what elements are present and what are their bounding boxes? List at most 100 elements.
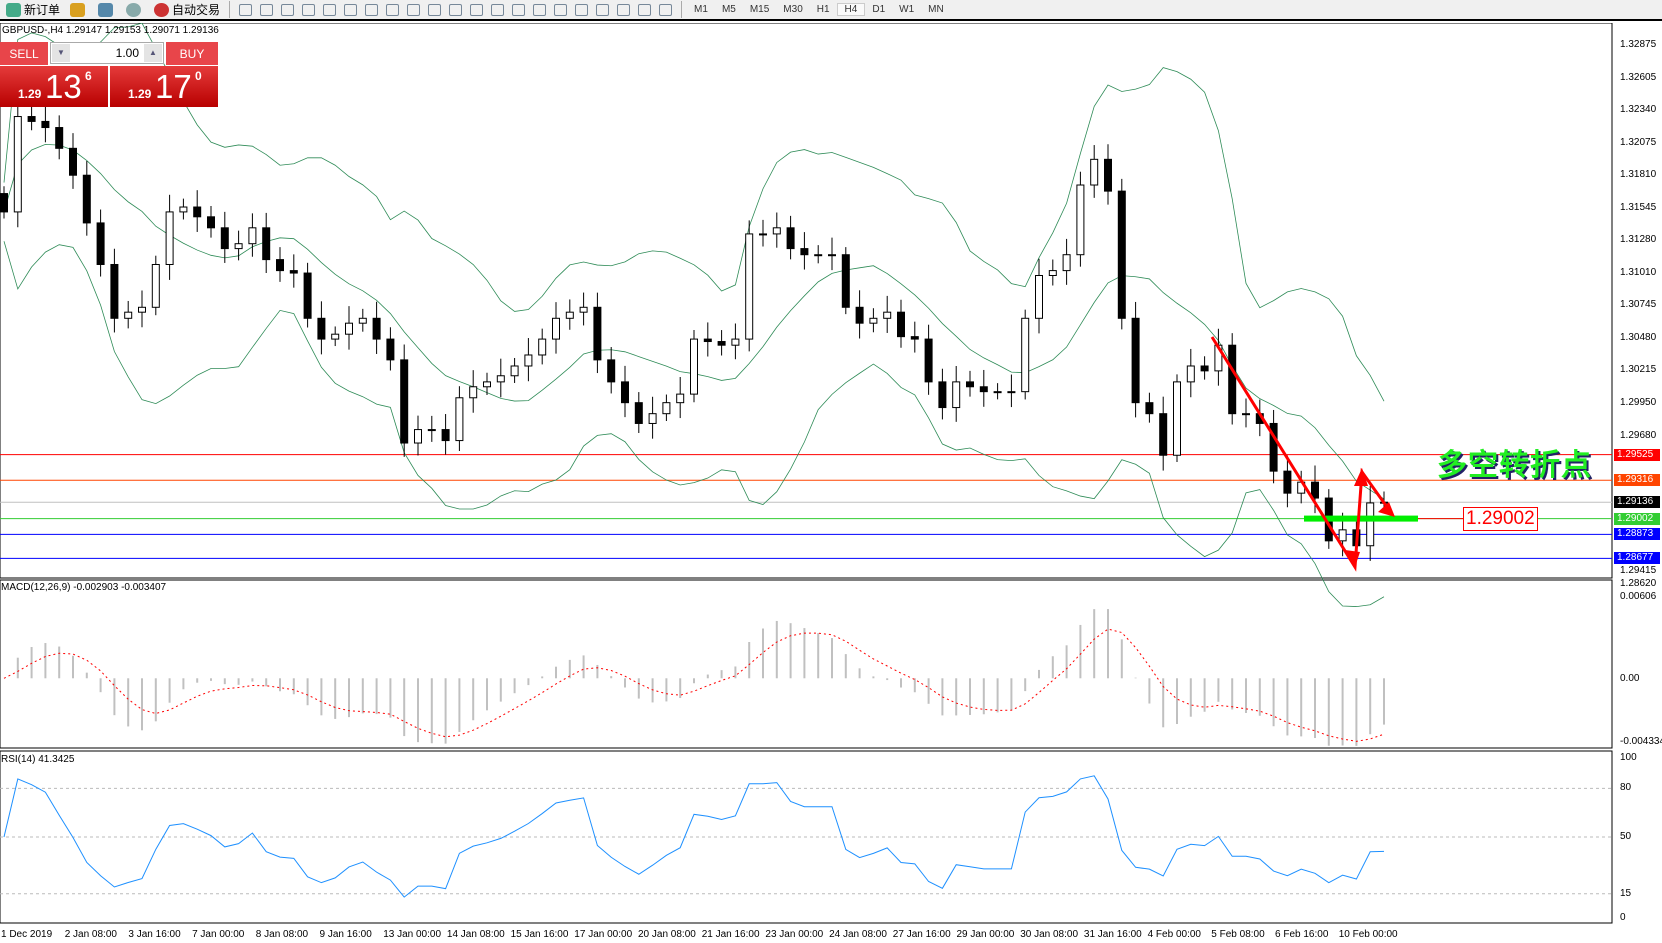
bull-candle-body [179, 206, 188, 213]
price-axis-label: 1.28620 [1620, 578, 1657, 590]
bar-chart-icon[interactable] [235, 0, 256, 19]
candle [1007, 374, 1016, 408]
arrows-icon[interactable] [655, 0, 676, 19]
candle [524, 338, 533, 382]
lot-decrease-icon[interactable]: ▼ [52, 44, 70, 62]
zoom-out-icon[interactable] [319, 0, 340, 19]
equidistant-channel-icon[interactable] [571, 0, 592, 19]
bollinger-lower [3, 241, 1385, 607]
buy-price[interactable]: 1.29 17 0 [110, 66, 218, 107]
candle [855, 290, 864, 339]
new-order-button[interactable]: 新订单 [2, 0, 64, 19]
bull-candle-body [579, 306, 588, 313]
periods-icon[interactable] [424, 0, 445, 19]
bull-candle-body [731, 338, 740, 346]
candle [786, 215, 795, 260]
timeframe-mn[interactable]: MN [928, 4, 944, 15]
chart-canvas[interactable] [0, 23, 1662, 943]
time-axis-label: 30 Jan 08:00 [1020, 929, 1079, 940]
auto-trading-button[interactable]: 自动交易 [150, 0, 224, 19]
time-axis-label: 15 Jan 16:00 [510, 929, 569, 940]
time-axis-label: 4 Feb 00:00 [1147, 929, 1201, 940]
candle [1131, 301, 1140, 418]
bull-candle-body [345, 322, 353, 335]
bear-candle-body [786, 227, 795, 250]
history-button[interactable] [66, 0, 92, 19]
text-icon[interactable] [613, 0, 634, 19]
level-price-tag: 1.29136 [1614, 496, 1660, 509]
candle [676, 377, 685, 419]
time-axis-label: 21 Jan 16:00 [701, 929, 760, 940]
trend-arrow [1210, 336, 1394, 572]
vertical-line-icon[interactable] [508, 0, 529, 19]
text-label-icon[interactable] [634, 0, 655, 19]
time-axis-label: 5 Feb 08:00 [1211, 929, 1265, 940]
bull-candle-body [883, 311, 892, 319]
rsi-axis-label: 0 [1620, 912, 1626, 923]
bear-candle-body [938, 381, 947, 409]
horizontal-line-icon[interactable] [529, 0, 550, 19]
bull-candle-body [1366, 502, 1375, 547]
bear-candle-body [207, 216, 215, 229]
crosshair-icon[interactable] [487, 0, 508, 19]
buy-button[interactable]: BUY [166, 42, 218, 66]
symbol-info: GBPUSD-,H4 1.29147 1.29153 1.29071 1.291… [2, 25, 219, 36]
timeframe-m1[interactable]: M1 [694, 4, 708, 15]
price-axis-label: 1.32075 [1620, 136, 1657, 148]
trendline-icon[interactable] [550, 0, 571, 19]
turning-point-annotation[interactable]: 多空转折点 [1437, 448, 1592, 483]
bull-candle-body [1090, 158, 1099, 186]
rsi-axis-label: 15 [1620, 887, 1632, 899]
timeframe-m30[interactable]: M30 [783, 4, 803, 15]
bull-candle-body [1338, 529, 1347, 542]
lot-increase-icon[interactable]: ▲ [144, 44, 162, 62]
timeframe-h1[interactable]: H1 [816, 4, 830, 15]
candle [648, 396, 657, 439]
level-price-tag: 1.29316 [1614, 474, 1660, 487]
bear-candle-body [372, 317, 381, 340]
tile-windows-icon[interactable] [340, 0, 361, 19]
line-chart-icon[interactable] [277, 0, 298, 19]
bear-candle-body [96, 222, 105, 265]
indicators-icon[interactable] [403, 0, 424, 19]
cursor-icon[interactable] [466, 0, 487, 19]
history-icon [70, 2, 86, 17]
timeframe-m5[interactable]: M5 [721, 4, 736, 15]
price-pane-border [0, 23, 1613, 579]
candle [386, 327, 395, 371]
candle [869, 308, 878, 333]
timeframe-w1[interactable]: W1 [899, 4, 915, 15]
market-watch-button[interactable] [94, 0, 120, 19]
candle [262, 212, 271, 274]
fibonacci-icon[interactable] [592, 0, 613, 19]
time-axis-label: 27 Jan 16:00 [892, 929, 951, 940]
candle [496, 358, 505, 398]
bear-candle-body [841, 254, 850, 308]
candle [317, 301, 326, 355]
timeframe-d1[interactable]: D1 [872, 4, 886, 15]
bull-candle-body [828, 254, 836, 257]
candle [124, 300, 133, 329]
candle [1104, 144, 1112, 205]
signal-button[interactable] [122, 0, 148, 19]
bull-candle-body [690, 338, 698, 395]
bull-candle-body [414, 429, 422, 444]
candle [703, 322, 712, 357]
time-axis-label: 8 Jan 08:00 [255, 929, 309, 940]
macd-label: MACD(12,26,9) -0.002903 -0.003407 [1, 582, 167, 593]
lot-size-input[interactable]: ▼ 1.00 ▲ [50, 42, 164, 64]
candlestick-icon[interactable] [256, 0, 277, 19]
chart-shift-icon[interactable] [382, 0, 403, 19]
bull-candle-body [648, 413, 657, 424]
bear-candle-body [289, 270, 298, 274]
sell-button[interactable]: SELL [0, 42, 48, 66]
timeframe-h4[interactable]: H4 [836, 3, 866, 16]
level-price-label[interactable]: 1.29002 [1463, 507, 1538, 531]
zoom-in-icon[interactable] [298, 0, 319, 19]
timeframe-m15[interactable]: M15 [749, 4, 770, 15]
templates-icon[interactable] [445, 0, 466, 19]
autoscroll-icon[interactable] [361, 0, 382, 19]
candle [690, 330, 698, 403]
candle [814, 245, 823, 264]
sell-price[interactable]: 1.29 13 6 [0, 66, 108, 107]
